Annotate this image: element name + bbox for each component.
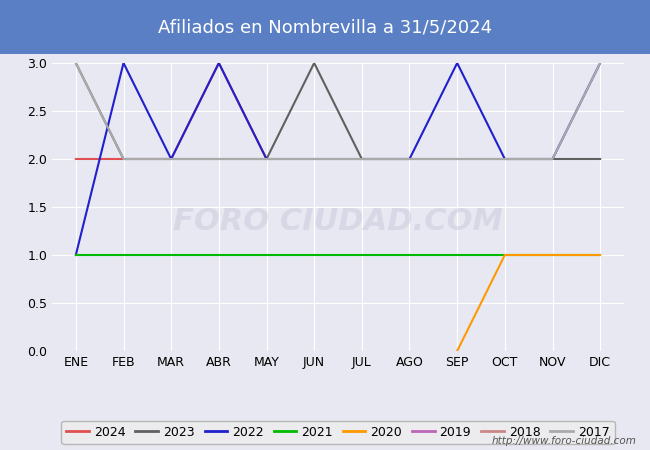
Text: FORO CIUDAD.COM: FORO CIUDAD.COM <box>173 207 503 236</box>
Text: Afiliados en Nombrevilla a 31/5/2024: Afiliados en Nombrevilla a 31/5/2024 <box>158 18 492 36</box>
Legend: 2024, 2023, 2022, 2021, 2020, 2019, 2018, 2017: 2024, 2023, 2022, 2021, 2020, 2019, 2018… <box>61 421 615 444</box>
Text: http://www.foro-ciudad.com: http://www.foro-ciudad.com <box>492 436 637 446</box>
